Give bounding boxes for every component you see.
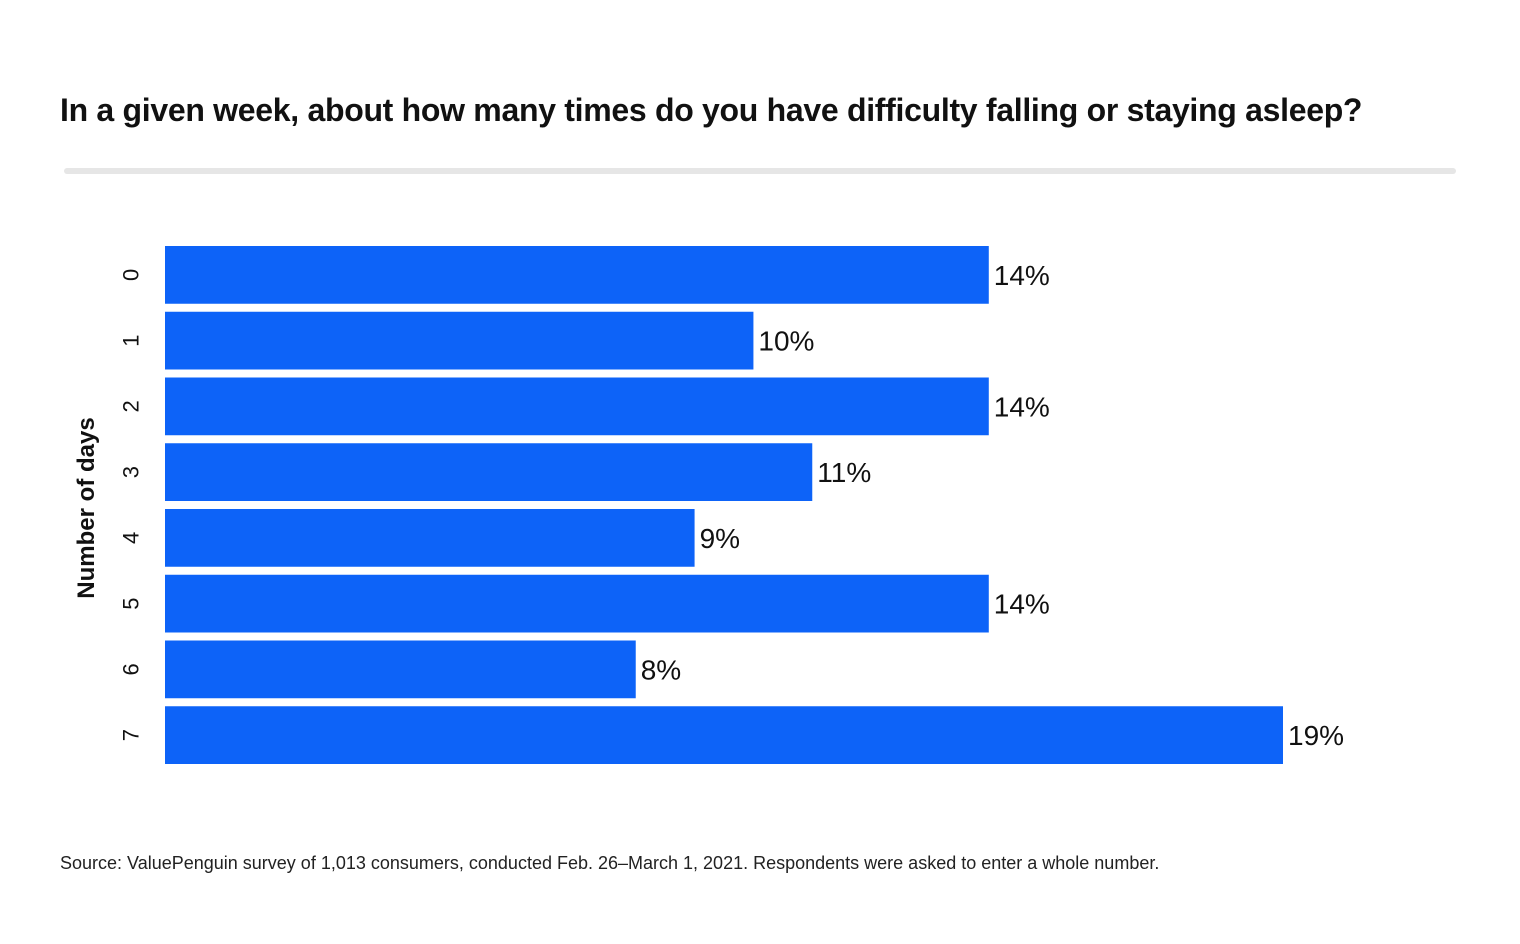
bar-6 (165, 640, 636, 699)
chart-title: In a given week, about how many times do… (60, 92, 1363, 128)
bar-2 (165, 377, 989, 436)
y-tick-label-0: 0 (119, 269, 144, 281)
bar-4 (165, 509, 695, 567)
bars-group: 14% 0 10% 1 14% 2 11% 3 9% 4 14% 5 8% 6 19% 7 (119, 246, 1344, 764)
bar-value-label-3: 11% (817, 457, 871, 488)
bar-5 (165, 574, 989, 633)
bar-value-label-7: 19% (1288, 720, 1344, 751)
bar-value-label-0: 14% (994, 260, 1050, 291)
y-tick-label-4: 4 (119, 532, 144, 544)
bar-1 (165, 311, 754, 370)
bar-0 (165, 246, 989, 304)
y-tick-label-7: 7 (119, 729, 144, 741)
y-axis-title: Number of days (73, 417, 100, 598)
y-tick-label-1: 1 (119, 335, 144, 347)
y-tick-label-6: 6 (119, 663, 144, 675)
bar-value-label-2: 14% (994, 391, 1050, 422)
bar-value-label-1: 10% (758, 326, 814, 357)
bar-value-label-4: 9% (700, 523, 740, 554)
source-note: Source: ValuePenguin survey of 1,013 con… (60, 853, 1160, 873)
bar-value-label-5: 14% (994, 589, 1050, 620)
bar-3 (165, 443, 813, 501)
bar-7 (165, 706, 1283, 764)
y-tick-label-2: 2 (119, 400, 144, 412)
bar-value-label-6: 8% (641, 654, 681, 685)
title-divider (64, 168, 1456, 174)
y-tick-label-3: 3 (119, 466, 144, 478)
y-tick-label-5: 5 (119, 598, 144, 610)
